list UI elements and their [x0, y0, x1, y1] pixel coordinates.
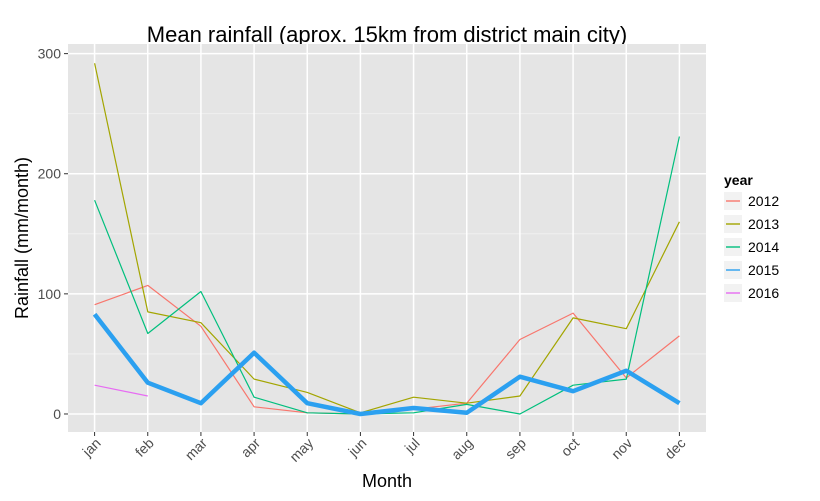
legend-label: 2014 [748, 239, 779, 255]
x-axis: jan feb mar apr may jun jul aug sep oct nov dec [78, 432, 688, 465]
x-tick-label: jan [78, 435, 103, 460]
x-tick-label: jun [344, 435, 369, 460]
legend-item-2016: 2016 [724, 284, 779, 302]
legend-item-2013: 2013 [724, 215, 779, 233]
plot-panel [68, 44, 706, 432]
x-tick-label: oct [558, 435, 583, 460]
legend-item-2014: 2014 [724, 238, 779, 256]
x-tick-label: nov [608, 435, 635, 462]
x-tick-label: dec [661, 435, 688, 462]
x-tick-label: feb [132, 435, 157, 460]
x-tick-label: jul [401, 435, 423, 457]
y-axis-title: Rainfall (mm/month) [12, 157, 32, 319]
x-tick-label: may [286, 435, 316, 465]
legend-label: 2016 [748, 285, 779, 301]
legend-label: 2013 [748, 216, 779, 232]
y-axis: 0 100 200 300 [38, 46, 68, 422]
legend-label: 2015 [748, 262, 779, 278]
legend-item-2012: 2012 [724, 192, 779, 210]
x-axis-title: Month [362, 471, 412, 491]
y-tick-label: 100 [38, 286, 62, 302]
x-tick-label: sep [502, 435, 529, 462]
x-tick-label: mar [182, 435, 211, 464]
legend-label: 2012 [748, 193, 779, 209]
y-tick-label: 300 [38, 46, 62, 62]
legend-title: year [724, 172, 753, 188]
legend-item-2015: 2015 [724, 261, 779, 279]
x-tick-label: apr [238, 435, 264, 461]
y-tick-label: 0 [53, 406, 61, 422]
legend: year 2012 2013 2014 2015 2016 [724, 172, 779, 302]
chart-title: Mean rainfall (aprox. 15km from district… [147, 22, 627, 47]
x-tick-label: aug [448, 435, 476, 463]
y-tick-label: 200 [38, 166, 62, 182]
